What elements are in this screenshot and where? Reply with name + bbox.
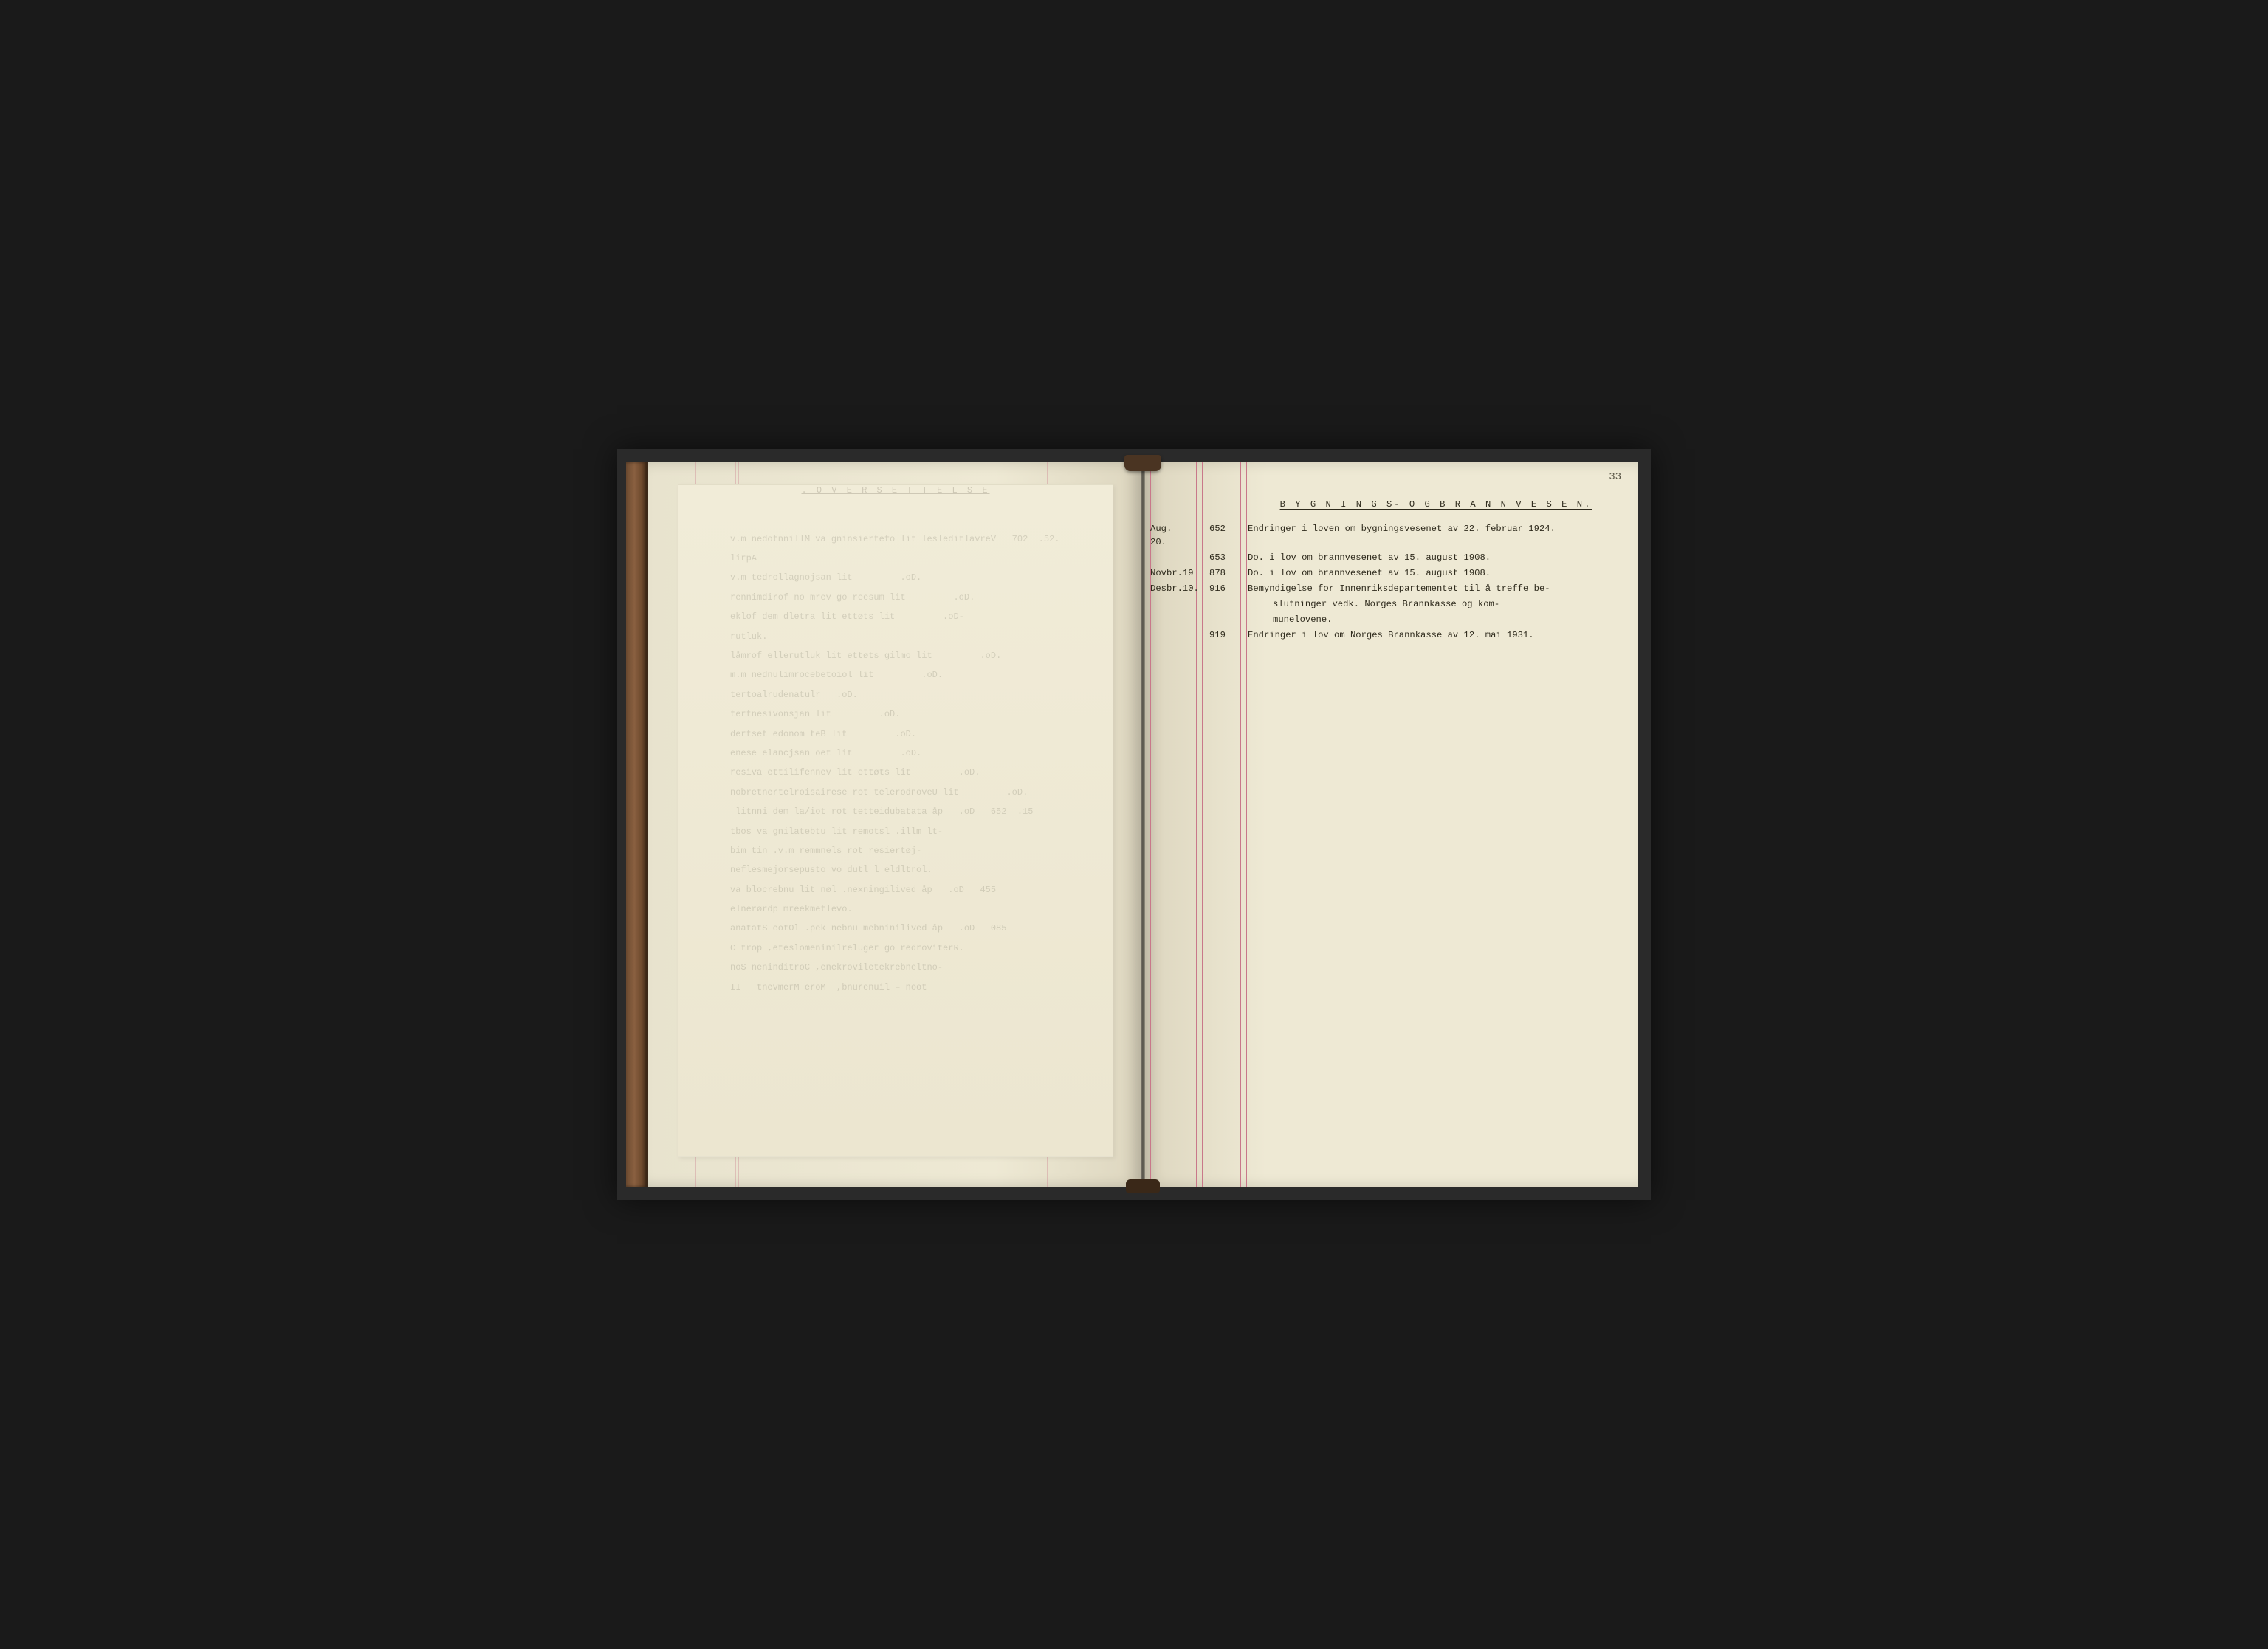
entry-number: 878 (1193, 566, 1242, 580)
entry-row: 919Endringer i lov om Norges Brannkasse … (1143, 628, 1626, 642)
page-number: 33 (1609, 471, 1621, 483)
spine-tab-top (1124, 455, 1161, 471)
entry-date (1143, 628, 1193, 642)
entry-row: Novbr.19878Do. i lov om brannvesenet av … (1143, 566, 1626, 580)
entry-date: Desbr.10. (1143, 582, 1193, 596)
left-page-overlay-sheet: . O V E R S E T T E L S E .v.m nedotnnil… (678, 484, 1113, 1158)
spine-tab-bottom (1126, 1179, 1160, 1193)
entry-row: 653Do. i lov om brannvesenet av 15. augu… (1143, 551, 1626, 565)
entry-number: 652 (1193, 522, 1242, 550)
entry-number: 653 (1193, 551, 1242, 565)
entry-date: Aug. 20. (1143, 522, 1193, 550)
entry-text: Endringer i loven om bygningsvesenet av … (1242, 522, 1626, 550)
entry-number: 916 (1193, 582, 1242, 596)
section-title: B Y G N I N G S- O G B R A N N V E S E N… (1143, 498, 1626, 512)
entry-text: Bemyndigelse for Innenriksdepartementet … (1242, 582, 1626, 596)
entry-date (1143, 597, 1193, 611)
entry-text: slutninger vedk. Norges Brannkasse og ko… (1242, 597, 1626, 611)
spine-shadow (1141, 462, 1145, 1187)
entry-date: Novbr.19 (1143, 566, 1193, 580)
book-wrapper: . O V E R S E T T E L S E .v.m nedotnnil… (617, 449, 1651, 1201)
entry-text: munelovene. (1242, 613, 1626, 627)
right-page-content: B Y G N I N G S- O G B R A N N V E S E N… (1143, 498, 1626, 644)
ghost-bleedthrough-text: .v.m nedotnnillM va gninsiertefo lit les… (730, 529, 1076, 997)
entry-row: slutninger vedk. Norges Brannkasse og ko… (1143, 597, 1626, 611)
entry-date (1143, 613, 1193, 627)
entry-text: Endringer i lov om Norges Brannkasse av … (1242, 628, 1626, 642)
left-page: . O V E R S E T T E L S E .v.m nedotnnil… (648, 462, 1143, 1187)
entry-row: Aug. 20.652Endringer i loven om bygnings… (1143, 522, 1626, 550)
entry-text: Do. i lov om brannvesenet av 15. august … (1242, 551, 1626, 565)
right-page: 33 B Y G N I N G S- O G B R A N N V E S … (1143, 462, 1638, 1187)
entry-number (1193, 613, 1242, 627)
entry-text: Do. i lov om brannvesenet av 15. august … (1242, 566, 1626, 580)
page-spread: . O V E R S E T T E L S E .v.m nedotnnil… (648, 462, 1638, 1187)
entry-row: Desbr.10.916Bemyndigelse for Innenriksde… (1143, 582, 1626, 596)
binding-edge (626, 462, 648, 1187)
ghost-title: . O V E R S E T T E L S E (678, 485, 1113, 496)
entry-number: 919 (1193, 628, 1242, 642)
entry-date (1143, 551, 1193, 565)
entries-list: Aug. 20.652Endringer i loven om bygnings… (1143, 522, 1626, 642)
entry-number (1193, 597, 1242, 611)
entry-row: munelovene. (1143, 613, 1626, 627)
